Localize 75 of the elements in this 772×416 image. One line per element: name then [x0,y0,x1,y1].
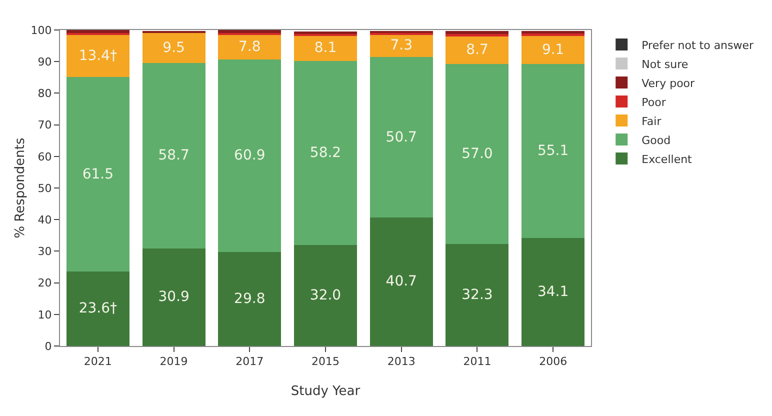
bar [446,36,509,64]
data-label: 32.3 [462,286,493,303]
bar [370,217,433,346]
bar [142,62,206,248]
bar [522,35,585,64]
bar [66,77,130,272]
data-label: 32.0 [310,287,342,304]
bar [294,31,357,34]
data-label: 29.8 [234,290,266,307]
data-label: 58.2 [310,144,342,161]
data-label: 55.1 [537,143,569,160]
bar [294,60,357,245]
data-label: 34.1 [537,284,569,300]
y-axis-title: % Respondents [13,138,28,238]
y-tick-label: 70 [38,118,52,132]
x-tick-label: 2013 [387,355,416,368]
y-tick-label: 0 [44,340,52,353]
y-tick-label: 30 [38,245,52,258]
data-label: 57.0 [462,146,493,162]
bar [218,252,282,346]
bar [522,64,585,238]
data-label: 13.4† [78,48,118,64]
x-tick-label: 2011 [463,355,492,368]
data-label: 23.6† [78,300,118,317]
data-label: 9.1 [542,42,564,58]
bar [522,30,585,34]
y-tick-label: 50 [38,182,52,195]
data-label: 40.7 [386,274,417,290]
data-label: 7.8 [238,39,261,56]
data-label: 58.7 [158,148,190,164]
bar [218,59,282,252]
data-label: 50.7 [386,129,417,146]
y-tick-label: 10 [38,308,52,322]
x-tick-label: 2015 [312,355,340,368]
bar [446,244,509,346]
bar [218,30,282,34]
bar [66,30,130,34]
legend-label: Poor [642,96,666,109]
y-tick-label: 100 [30,24,52,37]
bar [370,57,433,218]
data-label: 8.1 [314,40,337,56]
bar [446,64,509,244]
x-axis-title: Study Year [290,384,361,399]
y-tick-label: 60 [38,150,52,164]
legend-label: Prefer not to answer [642,38,754,52]
bar [522,33,585,36]
legend-label: Not sure [642,58,688,71]
bar [66,271,130,346]
data-label: 61.5 [82,166,114,182]
bar [294,35,357,61]
bar [522,238,585,346]
bar [66,34,130,78]
x-tick-label: 2006 [539,355,568,368]
bar [370,34,433,58]
y-tick-label: 20 [38,276,52,290]
data-label: 30.9 [158,289,190,306]
bar [218,34,282,60]
bar [142,32,206,63]
data-label: 9.5 [162,40,185,56]
data-label: 60.9 [234,148,266,164]
bar [142,248,206,346]
y-tick-label: 90 [38,55,52,68]
y-tick-label: 80 [38,87,52,100]
legend-label: Very poor [642,76,696,90]
x-tick-label: 2021 [84,355,112,368]
legend-label: Fair [642,114,662,128]
bar [446,30,509,34]
legend-label: Good [642,134,671,147]
x-tick-label: 2019 [160,355,188,368]
y-tick-label: 40 [38,213,52,226]
bar [294,244,357,346]
legend-label: Excellent [642,152,693,166]
data-label: 7.3 [390,38,412,54]
data-label: 8.7 [466,42,488,58]
x-tick-label: 2017 [236,355,264,368]
